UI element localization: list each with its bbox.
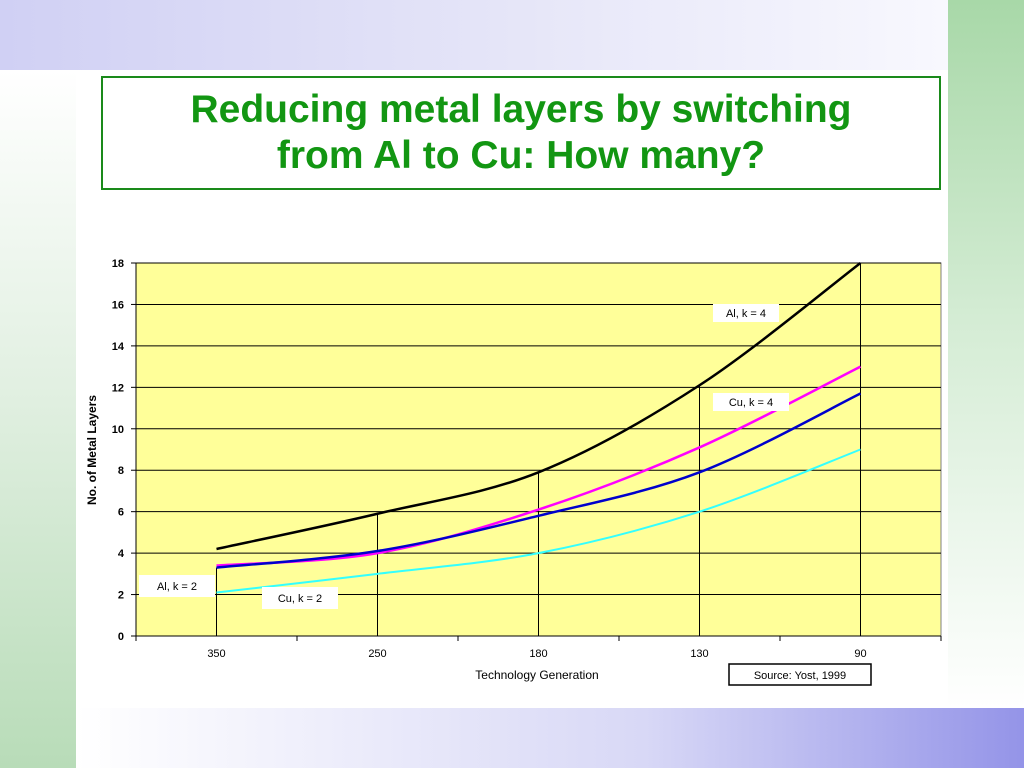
x-tick-label: 130 <box>690 648 708 660</box>
y-tick-label: 16 <box>112 299 124 311</box>
bottom-decoration-band <box>76 708 1024 768</box>
top-decoration-band <box>0 0 948 70</box>
y-tick-label: 0 <box>118 631 124 643</box>
slide-title: Reducing metal layers by switching from … <box>190 87 851 179</box>
x-tick-label: 350 <box>207 648 225 660</box>
series-line-4 <box>216 448 861 594</box>
x-tick-label: 250 <box>368 648 386 660</box>
y-tick-label: 4 <box>118 548 125 560</box>
series-line-3 <box>216 392 862 569</box>
y-tick-label: 10 <box>112 424 124 436</box>
y-axis-title: No. of Metal Layers <box>85 395 99 505</box>
slide-title-line-2: from Al to Cu: How many? <box>276 134 766 177</box>
series-lines <box>216 262 862 594</box>
x-tick-label: 180 <box>529 648 547 660</box>
title-box: Reducing metal layers by switching from … <box>101 76 941 190</box>
series-annotations: Al, k = 4 Cu, k = 4 Al, k = 2 Cu, k = 2 <box>139 304 789 609</box>
y-tick-label: 12 <box>112 382 124 394</box>
y-tick-label: 2 <box>118 590 124 602</box>
x-axis-title: Technology Generation <box>475 668 598 682</box>
right-decoration-band <box>948 0 1024 708</box>
annotation-box <box>262 587 338 609</box>
slide-title-line-1: Reducing metal layers by switching <box>190 88 852 131</box>
y-tick-label: 18 <box>112 258 124 270</box>
annotation-box <box>713 393 789 411</box>
source-box <box>728 663 872 686</box>
y-tick-label: 14 <box>112 341 125 353</box>
annotation-box <box>713 304 779 322</box>
left-decoration-band <box>0 70 76 768</box>
annotation-label: Cu, k = 2 <box>278 593 322 605</box>
y-tick-label: 6 <box>118 507 124 519</box>
x-tick-label: 90 <box>854 648 866 660</box>
series-line-1 <box>216 262 862 551</box>
x-axis-ticks: 350 250 180 130 90 <box>135 636 942 660</box>
source-label: Source: Yost, 1999 <box>754 670 846 682</box>
annotation-box <box>139 575 215 597</box>
series-line-2 <box>216 365 862 567</box>
annotation-label: Al, k = 4 <box>726 308 766 320</box>
annotation-label: Al, k = 2 <box>157 581 197 593</box>
y-tick-label: 8 <box>118 465 124 477</box>
annotation-label: Cu, k = 4 <box>729 397 773 409</box>
